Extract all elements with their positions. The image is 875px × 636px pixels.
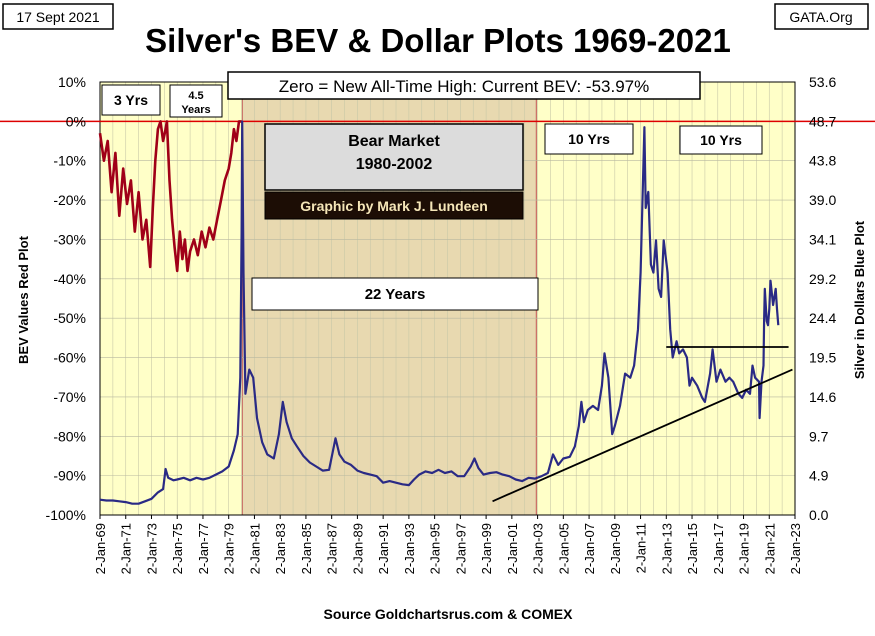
chart-title: Silver's BEV & Dollar Plots 1969-2021 <box>145 22 731 59</box>
y-left-tick: 0% <box>66 113 86 129</box>
y-right-tick: 4.9 <box>809 468 829 484</box>
y-right-tick: 39.0 <box>809 192 836 208</box>
x-tick-label: 2-Jan-03 <box>531 523 546 574</box>
x-tick-label: 2-Jan-21 <box>762 523 777 574</box>
x-tick-label: 2-Jan-01 <box>505 523 520 574</box>
period-3-label: 3 Yrs <box>114 92 148 108</box>
y-left-tick: -10% <box>53 153 86 169</box>
x-tick-label: 2-Jan-77 <box>196 523 211 574</box>
y-right-tick: 43.8 <box>809 153 836 169</box>
y-left-tick: -90% <box>53 468 86 484</box>
date-box <box>2 3 114 30</box>
y-left-axis: 10% 0% -10% -20% -30% -40% -50% -60% -70% -80% -90… <box>46 74 86 523</box>
y-left-tick: 10% <box>58 74 86 90</box>
period-3-box <box>101 84 161 116</box>
bev-red-series <box>98 120 242 273</box>
period-45-label-b: Years <box>181 104 210 116</box>
y-left-axis-label: BEV Values Red Plot <box>16 235 31 364</box>
x-tick-label: 2-Jan-89 <box>350 523 365 574</box>
x-tick-label: 2-Jan-09 <box>608 523 623 574</box>
x-tick-label: 2-Jan-95 <box>428 523 443 574</box>
period-10a-label: 10 Yrs <box>568 131 610 147</box>
trend-lines <box>492 346 793 503</box>
shaded-period-0 <box>100 82 243 515</box>
period-22-box <box>251 277 539 311</box>
y-left-tick: -60% <box>53 350 86 366</box>
y-right-tick: 48.7 <box>809 113 836 129</box>
subtitle-text: Zero = New All-Time High: Current BEV: -… <box>279 77 650 96</box>
y-right-tick: 9.7 <box>809 428 829 444</box>
bear-market-title: Bear Market <box>348 133 440 150</box>
y-left-tick: -100% <box>46 507 86 523</box>
x-tick-label: 2-Jan-83 <box>273 523 288 574</box>
x-tick-label: 2-Jan-69 <box>93 523 108 574</box>
x-tick-label: 2-Jan-81 <box>247 523 262 574</box>
y-right-tick: 14.6 <box>809 389 836 405</box>
rising-trend-line <box>492 368 793 503</box>
credit-text: Graphic by Mark J. Lundeen <box>300 198 488 214</box>
x-tick-label: 2-Jan-97 <box>453 523 468 574</box>
y-right-tick: 19.5 <box>809 350 836 366</box>
period-10a-box <box>544 123 634 155</box>
y-right-axis: 53.6 48.7 43.8 39.0 34.1 29.2 24.4 19.5 14.6 9.7 4… <box>809 74 836 523</box>
y-left-tick: -20% <box>53 192 86 208</box>
y-right-tick: 24.4 <box>809 310 836 326</box>
period-10b-box <box>679 125 763 155</box>
period-10b-label: 10 Yrs <box>700 132 742 148</box>
x-tick-label: 2-Jan-99 <box>479 523 494 574</box>
x-tick-label: 2-Jan-11 <box>634 523 649 573</box>
x-tick-label: 2-Jan-71 <box>119 523 134 574</box>
x-tick-label: 2-Jan-13 <box>659 523 674 574</box>
x-tick-label: 2-Jan-79 <box>222 523 237 574</box>
y-left-tick: -40% <box>53 271 86 287</box>
x-tick-label: 2-Jan-85 <box>299 523 314 574</box>
y-right-tick: 53.6 <box>809 74 836 90</box>
date-text: 17 Sept 2021 <box>16 9 100 25</box>
bear-market-years: 1980-2002 <box>356 156 433 173</box>
x-tick-label: 2-Jan-05 <box>556 523 571 574</box>
x-tick-label: 2-Jan-93 <box>402 523 417 574</box>
y-right-tick: 0.0 <box>809 507 829 523</box>
y-right-tick: 29.2 <box>809 271 836 287</box>
source-label: Source Goldchartsrus.com & COMEX <box>324 606 574 622</box>
silver-blue-series <box>99 120 780 505</box>
brand-box <box>774 3 869 30</box>
y-left-tick: -30% <box>53 231 86 247</box>
x-tick-label: 2-Jan-87 <box>325 523 340 574</box>
period-22-label: 22 Years <box>365 286 426 303</box>
y-right-tick: 34.1 <box>809 231 836 247</box>
bear-market-box <box>264 123 524 191</box>
brand-text: GATA.Org <box>789 9 852 25</box>
x-tick-label: 2-Jan-19 <box>737 523 752 574</box>
subtitle-box <box>227 71 701 100</box>
period-45-box <box>169 84 223 118</box>
period-45-label-a: 4.5 <box>188 90 203 102</box>
x-tick-label: 2-Jan-15 <box>685 523 700 574</box>
x-tick-label: 2-Jan-23 <box>788 523 803 574</box>
y-left-tick: -70% <box>53 389 86 405</box>
credit-box <box>264 191 524 220</box>
y-left-tick: -80% <box>53 428 86 444</box>
x-tick-label: 2-Jan-73 <box>144 523 159 574</box>
x-tick-label: 2-Jan-75 <box>170 523 185 574</box>
x-tick-label: 2-Jan-07 <box>582 523 597 574</box>
x-axis: 2-Jan-69 2-Jan-71 2-Jan-73 2-Jan-75 2-Jan-77… <box>93 515 803 574</box>
series-layer <box>98 120 780 505</box>
y-left-tick: -50% <box>53 310 86 326</box>
y-right-axis-label: Silver in Dollars Blue Plot <box>852 220 867 379</box>
x-tick-label: 2-Jan-91 <box>376 523 391 574</box>
x-tick-label: 2-Jan-17 <box>711 523 726 574</box>
